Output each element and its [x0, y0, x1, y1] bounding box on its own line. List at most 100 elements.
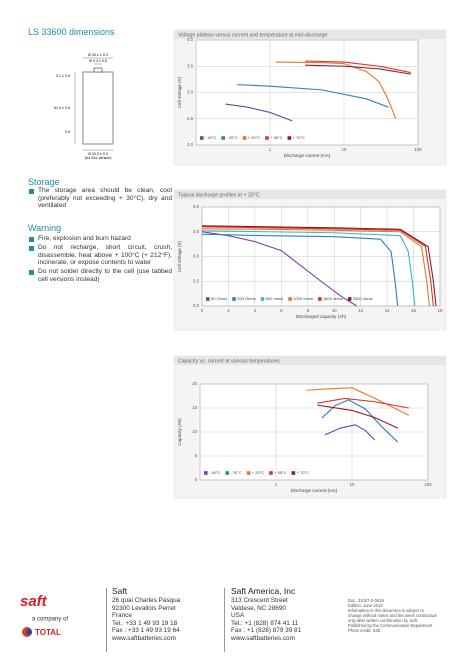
legend-swatch — [287, 136, 292, 140]
legend-label: + 70°C — [297, 470, 309, 475]
x-tick-label: 10 — [350, 482, 355, 487]
dim-label: 0.5 — [65, 130, 70, 134]
series-line — [201, 226, 434, 307]
y-tick-label: 2.5 — [187, 116, 194, 121]
legend-swatch — [291, 471, 296, 475]
office-line: Tel.: +33 1 49 93 19 18 — [112, 619, 178, 627]
legend-swatch — [288, 297, 292, 301]
x-tick-label: 10 — [342, 147, 347, 152]
title-strip — [174, 190, 446, 199]
legend-label: 200 Ohms — [237, 296, 255, 301]
legend-swatch — [200, 136, 204, 140]
title-strip — [174, 30, 446, 39]
warning-item: Fire, explosion and burn hazard — [38, 235, 131, 242]
dim-label: 61.5 ± 0.6 — [54, 106, 70, 110]
office-line: www.saftbatteries.com — [231, 635, 295, 642]
y-tick-label: 15 — [192, 405, 197, 410]
office-line: 313 Crescent Street — [231, 597, 288, 604]
bullet — [29, 270, 34, 275]
office-name: Saft — [112, 586, 128, 596]
y-axis-title: Cell Voltage (V) — [177, 240, 182, 272]
y-tick-label: 3.0 — [193, 254, 200, 259]
legend-swatch — [232, 297, 236, 301]
y-axis-title: Capacity (Ah) — [177, 418, 182, 446]
legend-label: + 20°C — [252, 470, 264, 475]
separator — [106, 588, 107, 652]
series-line — [201, 231, 357, 307]
series-line — [317, 404, 398, 429]
chart-title: Voltage plateau versus current and tempe… — [178, 32, 327, 38]
saft-logo: saft — [20, 593, 48, 610]
legend-swatch — [246, 471, 251, 475]
storage-heading: Storage — [28, 177, 60, 187]
y-tick-label: 3.5 — [193, 229, 200, 234]
legend-label: 50 Ohms — [211, 296, 227, 301]
legend-swatch — [242, 136, 247, 140]
chart-title: Typical discharge profiles at + 20°C — [178, 192, 260, 198]
x-tick-label: 100 — [424, 482, 432, 487]
x-tick-label: 12 — [358, 308, 363, 313]
warning-item: Do not recharge, short circuit, crush, d… — [38, 244, 172, 267]
bullet — [29, 189, 34, 194]
warning-item: Do not solder directly to the cell (use … — [38, 268, 172, 283]
bullet — [29, 237, 34, 242]
x-axis-title: Discharged capacity (Ah) — [296, 314, 347, 319]
x-tick-label: 6 — [280, 308, 283, 313]
series-line — [305, 64, 411, 75]
x-tick-label: 0 — [201, 308, 204, 313]
legend-swatch — [221, 136, 225, 140]
note: Information in this document is subject … — [348, 608, 437, 623]
legend-label: + 20°C — [248, 135, 260, 140]
series-line — [201, 228, 430, 307]
cell-terminal — [93, 67, 103, 73]
x-tick-label: 1 — [269, 147, 272, 152]
legend-label: - 20°C — [230, 470, 241, 475]
bullet — [29, 246, 34, 251]
dim-label: (for SAL version) — [85, 156, 112, 160]
legend-label: 600 ohms — [266, 296, 284, 301]
y-tick-label: 5 — [195, 453, 198, 458]
office-line: Fax : +1 (828) 879 39 81 — [231, 627, 302, 635]
y-tick-label: 2.5 — [193, 278, 200, 283]
y-tick-label: 10 — [192, 429, 197, 434]
x-axis-title: Discharge current (mA) — [291, 488, 338, 493]
legend-label: 1000 ohms — [293, 296, 313, 301]
dim-label: Ø 33.1 ± 0.3 — [88, 53, 108, 57]
series-line — [275, 61, 397, 119]
office-line: www.saftbatteries.com — [112, 635, 176, 642]
y-tick-label: 3.0 — [187, 90, 194, 95]
dim-label: Ø 9.3 ± 0.5 — [89, 59, 107, 63]
tagline: a company of — [32, 617, 68, 623]
dim-label: Ø 33.3 ± 0.3 — [88, 152, 108, 156]
legend-label: + 55°C — [270, 135, 282, 140]
note: Photo credit: Saft — [348, 628, 381, 633]
legend-label: - 40°C — [209, 470, 220, 475]
notes: Doc. 31007-2-0619 Edition: June 2019 Infor… — [348, 598, 438, 633]
charts: Voltage plateau versus current and tempe… — [173, 29, 447, 499]
y-tick-label: 20 — [192, 381, 197, 386]
dimension-drawing: Ø 33.1 ± 0.3 Ø 9.3 ± 0.5 3.1 ± 0.5 61.5 … — [54, 53, 114, 160]
series-line — [237, 84, 389, 108]
legend-swatch — [225, 471, 229, 475]
legend-swatch — [204, 471, 208, 475]
x-axis-title: Discharge current (mA) — [284, 153, 331, 158]
office-line: France — [112, 612, 132, 620]
office-line: 26 quai Charles Pasqua — [112, 597, 181, 604]
office-line: Tel.: +1 (828) 874 41 11 — [231, 619, 299, 627]
y-tick-label: 4.0 — [187, 37, 194, 42]
x-tick-label: 10 — [332, 308, 337, 313]
parent-name: TOTAL — [35, 628, 61, 637]
note: Published by the Communication Departmen… — [348, 623, 433, 628]
office-line: 92300 Levallois Perret — [112, 604, 176, 612]
legend-label: + 70°C — [293, 135, 305, 140]
dimensions-title: LS 33600 dimensions — [28, 27, 115, 37]
series-line — [201, 233, 399, 307]
x-tick-label: 100 — [414, 147, 422, 152]
legend-label: - 20°C — [226, 135, 237, 140]
office-line: Valdese, NC 28690 — [231, 604, 286, 612]
storage-text: The storage area should be clean, cool (… — [38, 187, 172, 210]
title-strip — [174, 356, 446, 365]
legend-swatch — [269, 471, 273, 475]
warning-heading: Warning — [28, 223, 62, 233]
